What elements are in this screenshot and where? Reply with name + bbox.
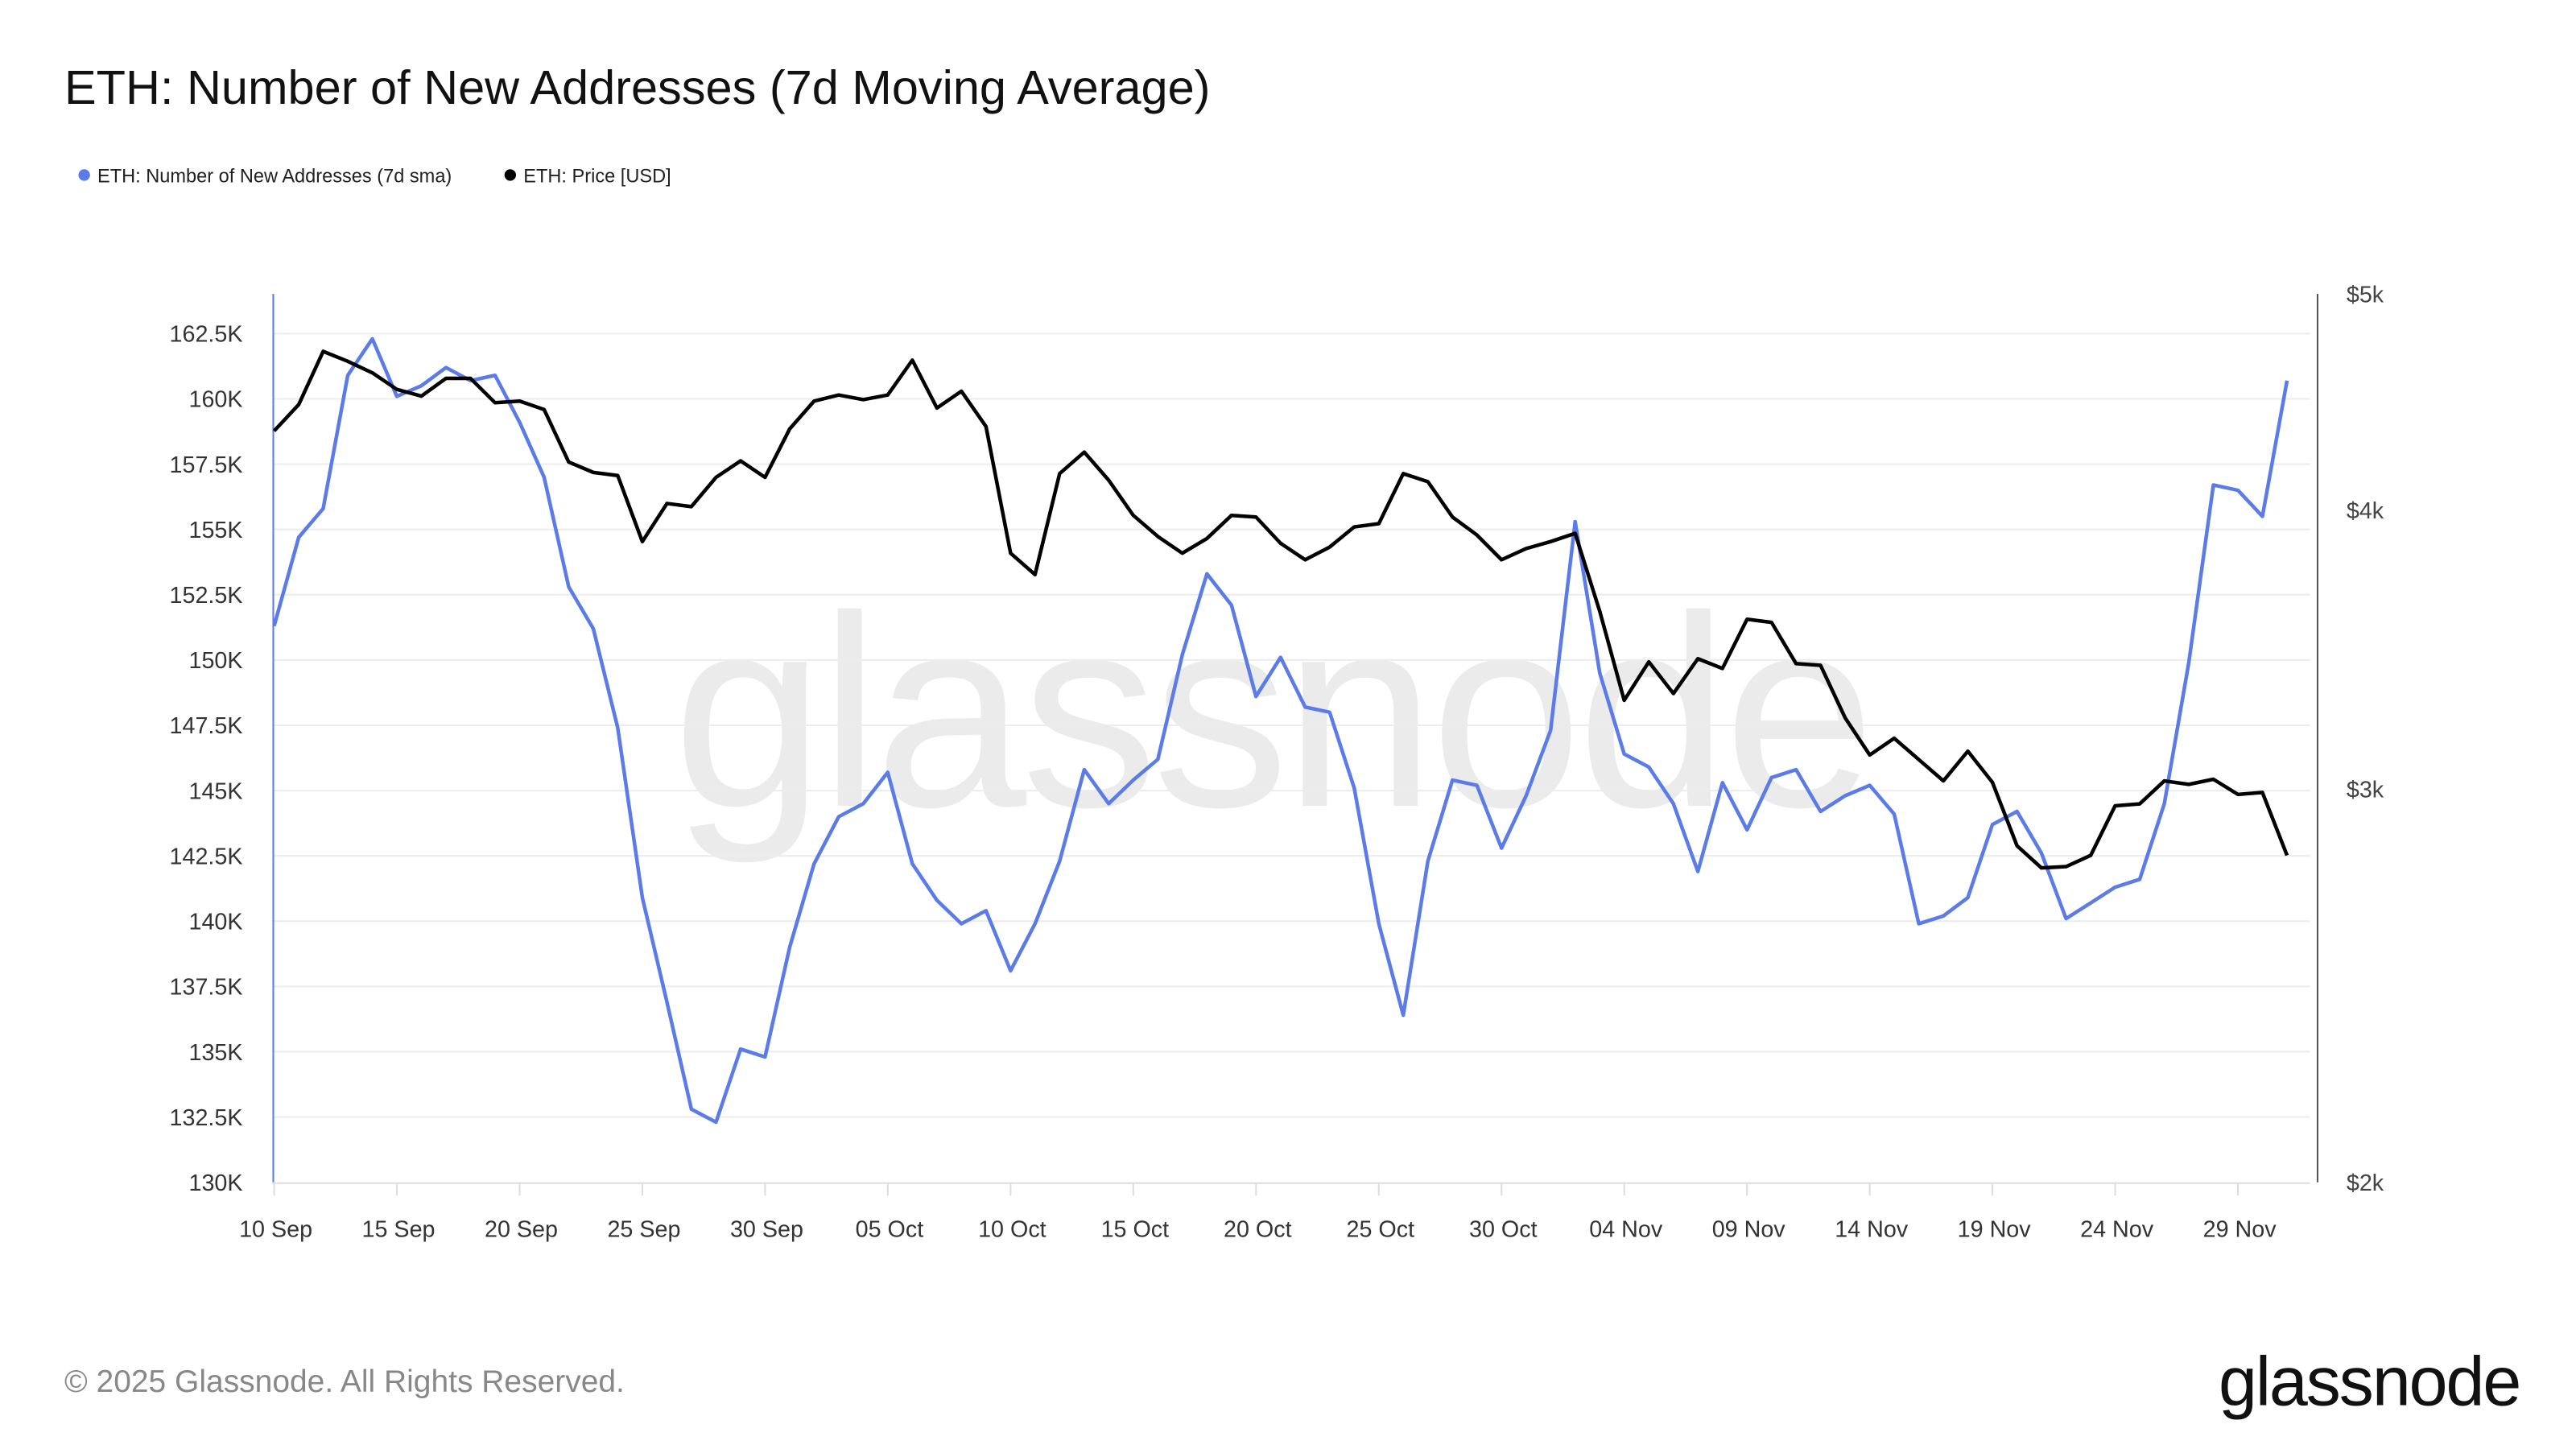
legend-marker-addresses xyxy=(78,169,90,181)
x-tick-label: 10 Oct xyxy=(978,1216,1046,1242)
x-tick-label: 20 Oct xyxy=(1224,1216,1292,1242)
x-tick-label: 30 Oct xyxy=(1469,1216,1538,1242)
chart-title: ETH: Number of New Addresses (7d Moving … xyxy=(64,60,1210,114)
x-tick-label: 24 Nov xyxy=(2080,1216,2154,1242)
left-tick-label: 162.5K xyxy=(170,322,243,348)
addresses-line xyxy=(272,336,2289,1125)
x-tick-label: 14 Nov xyxy=(1835,1216,1909,1242)
glassnode-logo: glassnode xyxy=(2219,1344,2520,1421)
left-tick-label: 140K xyxy=(188,910,242,935)
x-tick-label: 20 Sep xyxy=(485,1216,558,1242)
x-tick-label: 09 Nov xyxy=(1712,1216,1786,1242)
x-tick-label: 04 Nov xyxy=(1589,1216,1663,1242)
legend-item-price[interactable]: ETH: Price [USD] xyxy=(504,166,671,187)
legend-item-addresses[interactable]: ETH: Number of New Addresses (7d sma) xyxy=(78,166,452,187)
right-tick-label: $3k xyxy=(2347,778,2384,803)
left-tick-label: 152.5K xyxy=(170,583,243,609)
x-tick-label: 05 Oct xyxy=(856,1216,924,1242)
legend-marker-price xyxy=(504,169,517,181)
right-axis-ticks: $2k $3k $4k $5k xyxy=(2347,282,2384,1196)
left-tick-label: 145K xyxy=(188,778,242,804)
gridlines xyxy=(274,332,2310,1118)
x-tick-label: 25 Oct xyxy=(1347,1216,1415,1242)
right-tick-label: $4k xyxy=(2347,498,2384,524)
x-tick-label: 15 Sep xyxy=(362,1216,436,1242)
x-tick-label: 25 Sep xyxy=(607,1216,680,1242)
x-tick-label: 19 Nov xyxy=(1958,1216,2032,1242)
legend: ETH: Number of New Addresses (7d sma) ET… xyxy=(78,166,671,187)
left-tick-label: 132.5K xyxy=(170,1105,243,1131)
left-tick-label: 137.5K xyxy=(170,975,243,1001)
x-axis-ticks: 10 Sep 15 Sep 20 Sep 25 Sep 30 Sep 05 Oct 10 O… xyxy=(239,1182,2277,1242)
left-tick-label: 147.5K xyxy=(170,713,243,739)
legend-label-price: ETH: Price [USD] xyxy=(523,166,671,187)
x-tick-label: 15 Oct xyxy=(1101,1216,1170,1242)
x-tick-label: 29 Nov xyxy=(2203,1216,2277,1242)
watermark: glassnode xyxy=(673,559,1871,865)
left-tick-label: 160K xyxy=(188,387,242,413)
left-tick-label: 155K xyxy=(188,518,242,543)
left-axis-ticks: 130K 132.5K 135K 137.5K 140K 142.5K 145K 147.5K… xyxy=(170,322,243,1196)
copyright: © 2025 Glassnode. All Rights Reserved. xyxy=(64,1364,625,1399)
price-line xyxy=(272,349,2289,870)
left-tick-label: 157.5K xyxy=(170,452,243,478)
series-lines xyxy=(272,336,2289,1125)
legend-label-addresses: ETH: Number of New Addresses (7d sma) xyxy=(97,166,452,187)
left-tick-label: 135K xyxy=(188,1040,242,1066)
left-tick-label: 142.5K xyxy=(170,844,243,869)
right-tick-label: $5k xyxy=(2347,282,2384,308)
right-tick-label: $2k xyxy=(2347,1170,2384,1196)
left-tick-label: 150K xyxy=(188,648,242,674)
x-tick-label: 10 Sep xyxy=(239,1216,312,1242)
x-tick-label: 30 Sep xyxy=(730,1216,803,1242)
left-tick-label: 130K xyxy=(188,1170,242,1196)
